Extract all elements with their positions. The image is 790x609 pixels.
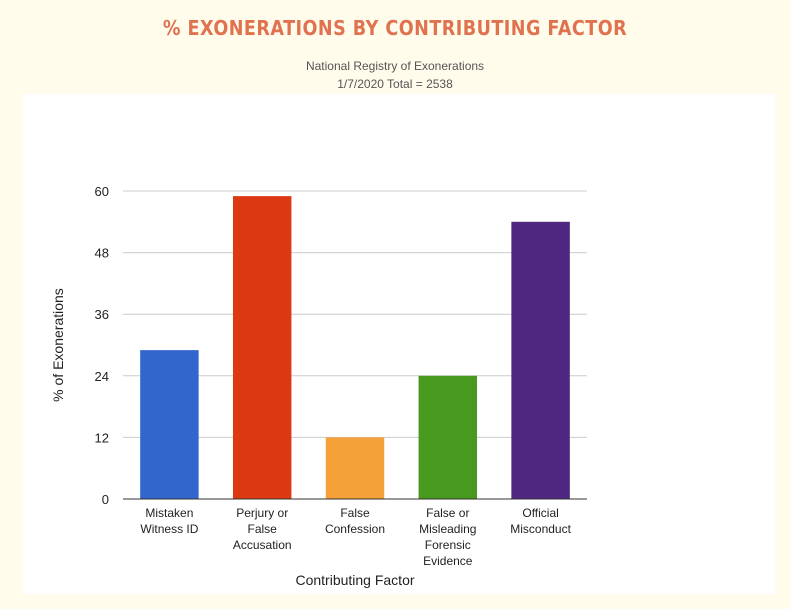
y-tick-label: 60	[95, 184, 109, 199]
bar[interactable]	[511, 221, 570, 500]
chart-panel	[23, 94, 775, 594]
x-axis-title: Contributing Factor	[295, 572, 414, 588]
bar[interactable]	[140, 350, 199, 499]
chart-title: % EXONERATIONS BY CONTRIBUTING FACTOR	[162, 16, 628, 40]
y-tick-label: 0	[102, 492, 109, 507]
x-category-label: Perjury or False Accusation	[233, 506, 292, 552]
y-tick-label: 24	[95, 369, 109, 384]
chart-subtitle-source: National Registry of Exonerations	[305, 59, 485, 73]
y-tick-label: 48	[95, 246, 109, 261]
y-tick-label: 36	[95, 307, 109, 322]
x-category-label: False Confession	[325, 506, 385, 536]
bar[interactable]	[418, 375, 478, 499]
x-category-label: False or Misleading Forensic Evidence	[419, 506, 476, 568]
bar[interactable]	[232, 196, 292, 499]
chart-subtitle-date-total: 1/7/2020 Total = 2538	[337, 77, 453, 91]
y-tick-label: 12	[95, 430, 109, 445]
x-category-label: Mistaken Witness ID	[140, 506, 198, 536]
bars	[140, 196, 570, 500]
x-axis-category-labels: Mistaken Witness ID Perjury or False Accusat…	[140, 506, 571, 568]
bar[interactable]	[325, 437, 385, 499]
y-axis-ticks: 0 12 24 36 48 60	[95, 184, 109, 507]
x-category-label: Official Misconduct	[510, 506, 571, 536]
y-axis-title: % of Exonerations	[50, 288, 66, 402]
